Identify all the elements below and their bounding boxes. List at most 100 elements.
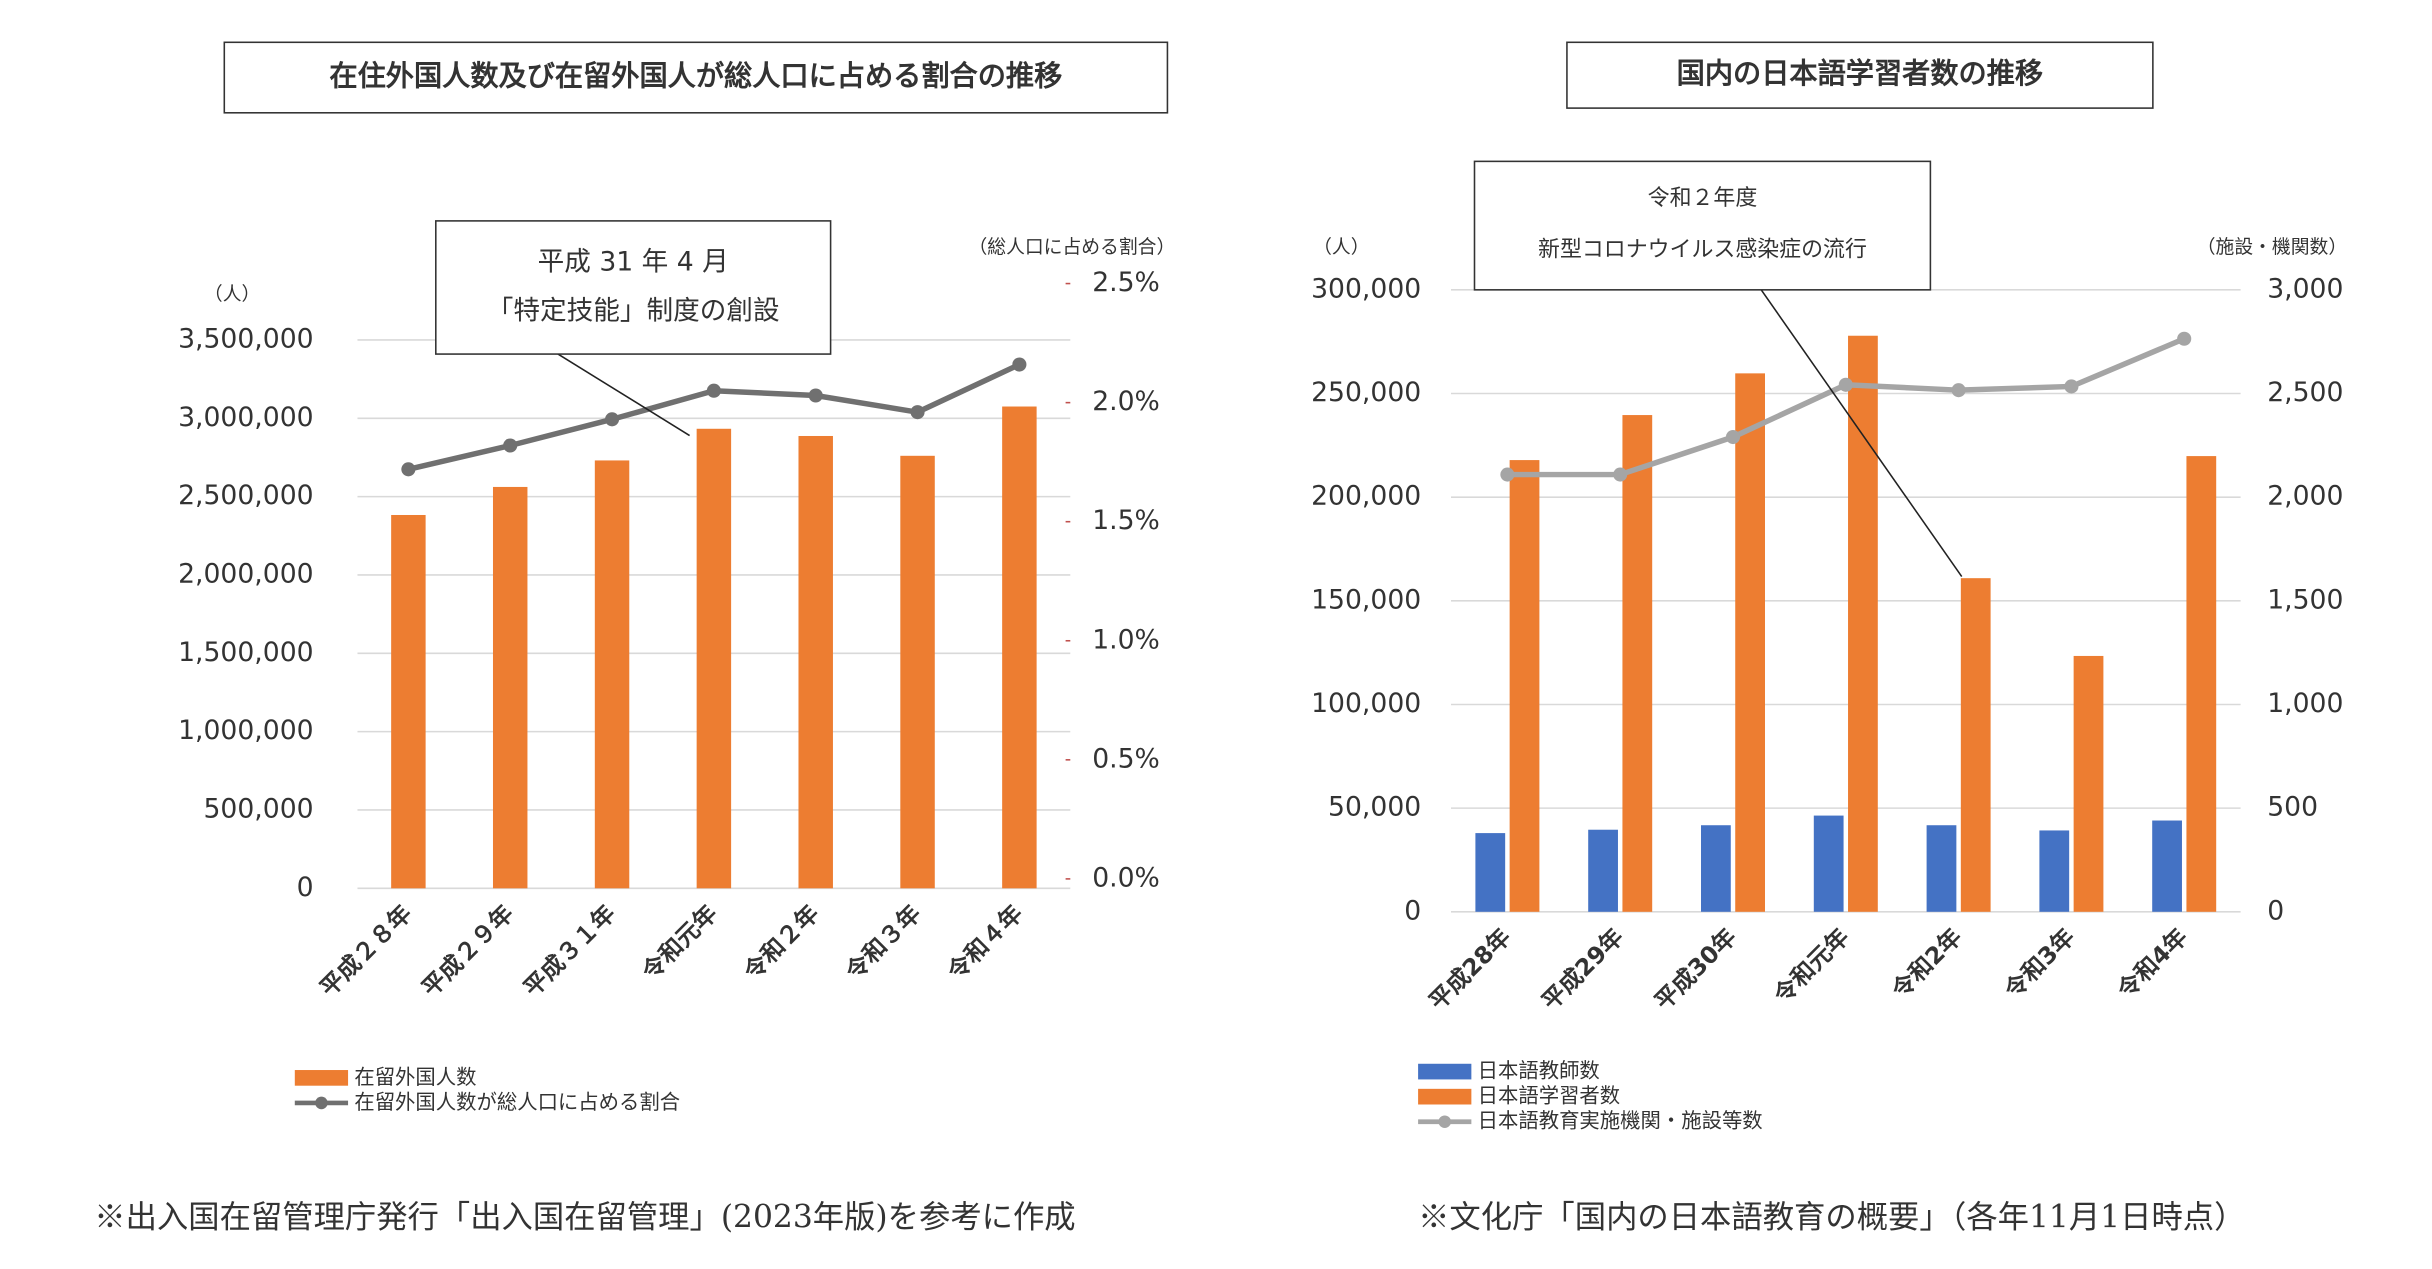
bar — [1735, 373, 1765, 912]
chart-title: 在住外国人数及び在留外国人が総人口に占める割合の推移 — [329, 60, 1062, 93]
legend-label: 在留外国人数が総人口に占める割合 — [354, 1090, 680, 1114]
bar — [2186, 456, 2217, 912]
legend-label: 日本語教育実施機関・施設等数 — [1478, 1109, 1763, 1133]
y-tick-label: 250,000 — [1311, 377, 1421, 408]
bar — [1926, 825, 1957, 912]
bar — [594, 460, 630, 889]
x-tick-label: 令和3年 — [1999, 923, 2080, 1004]
annotation-box — [1473, 160, 1932, 291]
y2-tick-label: 2,500 — [2267, 377, 2343, 408]
y-tick-label: 150,000 — [1311, 584, 1421, 615]
legend-swatch — [294, 1070, 349, 1086]
bar — [492, 486, 528, 889]
line-marker — [605, 412, 620, 427]
x-tick-label: 平成28年 — [1423, 923, 1516, 1016]
x-tick-label: 平成29年 — [1536, 923, 1629, 1016]
bar — [1588, 829, 1618, 912]
line-marker — [1500, 467, 1515, 482]
line-marker — [910, 405, 925, 420]
y-tick-label: 300,000 — [1311, 273, 1421, 304]
x-tick-label: 令和４年 — [942, 899, 1028, 985]
y-tick-label: 2,500,000 — [178, 480, 314, 511]
y-tick-label: 200,000 — [1311, 481, 1421, 512]
bar — [1622, 415, 1653, 912]
line-marker — [706, 383, 721, 398]
legend-label: 日本語教師数 — [1478, 1059, 1600, 1083]
bar — [1701, 825, 1731, 912]
annotation-text: 新型コロナウイルス感染症の流行 — [1538, 238, 1867, 263]
line-marker — [1725, 429, 1741, 445]
x-tick-label: 平成２８年 — [314, 899, 417, 1002]
line-marker — [503, 438, 518, 453]
title-box — [223, 41, 1169, 114]
bar — [391, 514, 426, 889]
title-box — [1566, 41, 2154, 109]
bar — [1848, 335, 1878, 912]
annotation-text: 平成 31 年 4 月 — [538, 247, 729, 278]
y2-axis-unit: （施設・機関数） — [2197, 236, 2347, 258]
bar — [1509, 460, 1540, 912]
line-marker — [401, 462, 416, 477]
bar — [1960, 578, 1991, 912]
line-marker — [1012, 357, 1027, 372]
y-tick-label: 1,500,000 — [178, 637, 314, 668]
line-marker — [808, 388, 823, 403]
annotation-text: 令和２年度 — [1648, 186, 1758, 211]
annotation-text: 「特定技能」制度の創設 — [487, 295, 780, 326]
y2-tick-label: 1,000 — [2267, 688, 2343, 719]
legend-swatch — [1418, 1088, 1472, 1105]
x-tick-label: 令和３年 — [840, 899, 926, 985]
chart-title: 国内の日本語学習者数の推移 — [1677, 57, 2043, 90]
annotation-box — [435, 220, 832, 355]
y2-tick-label: 0.5% — [1092, 743, 1160, 774]
annotation-leader — [1760, 289, 1963, 577]
bar — [798, 435, 833, 889]
y2-tick-label: 1.5% — [1092, 505, 1160, 536]
y2-tick-label: 0.0% — [1092, 862, 1160, 893]
line-marker — [1613, 467, 1628, 482]
line-marker — [2177, 331, 2192, 346]
y-tick-label: 500,000 — [203, 793, 313, 824]
bar — [2039, 830, 2070, 912]
bar — [1813, 815, 1844, 912]
bar — [900, 455, 935, 889]
y-tick-label: 50,000 — [1328, 792, 1421, 823]
source-note: ※出入国在留管理庁発行「出入国在留管理」(2023年版)を参考に作成 — [94, 1199, 1075, 1235]
y2-axis-unit: （総人口に占める割合） — [968, 236, 1175, 258]
line-marker — [1838, 377, 1853, 392]
y2-tick-label: 2.5% — [1092, 267, 1160, 298]
source-note: ※文化庁「国内の日本語教育の概要」（各年11月1日時点） — [1418, 1199, 2245, 1235]
line-marker — [2064, 379, 2079, 394]
y-axis-unit: （人） — [1313, 236, 1369, 258]
legend-swatch — [315, 1096, 328, 1110]
y2-tick-label: 3,000 — [2267, 273, 2343, 304]
line — [1507, 336, 2186, 478]
y-tick-label: 100,000 — [1311, 688, 1421, 719]
y-tick-label: 3,000,000 — [178, 402, 314, 433]
y2-tick-label: 500 — [2267, 792, 2318, 823]
y2-tick-label: 1.0% — [1092, 624, 1160, 655]
x-tick-label: 令和2年 — [1886, 923, 1967, 1004]
bar — [1002, 406, 1037, 889]
y2-tick-label: 1,500 — [2267, 584, 2343, 615]
bar — [696, 428, 732, 889]
x-tick-label: 令和4年 — [2112, 923, 2193, 1004]
y2-tick-label: 0 — [2267, 895, 2284, 926]
x-tick-label: 平成２９年 — [416, 899, 519, 1002]
bar — [2073, 655, 2104, 912]
x-tick-label: 令和元年 — [636, 899, 722, 985]
annotation-leader — [557, 353, 691, 437]
y-tick-label: 1,000,000 — [178, 715, 314, 746]
y2-tick-label: 2,000 — [2267, 481, 2343, 512]
y-axis-unit: （人） — [204, 283, 260, 305]
y-tick-label: 3,500,000 — [178, 323, 314, 354]
legend-label: 日本語学習者数 — [1478, 1084, 1621, 1108]
y-tick-label: 2,000,000 — [178, 558, 314, 589]
x-tick-label: 平成３１年 — [518, 899, 621, 1002]
legend-label: 在留外国人数 — [354, 1065, 476, 1089]
legend-swatch — [1438, 1115, 1451, 1128]
y2-tick-label: 2.0% — [1092, 386, 1160, 417]
bar — [1475, 833, 1506, 912]
legend-swatch — [1418, 1063, 1472, 1080]
